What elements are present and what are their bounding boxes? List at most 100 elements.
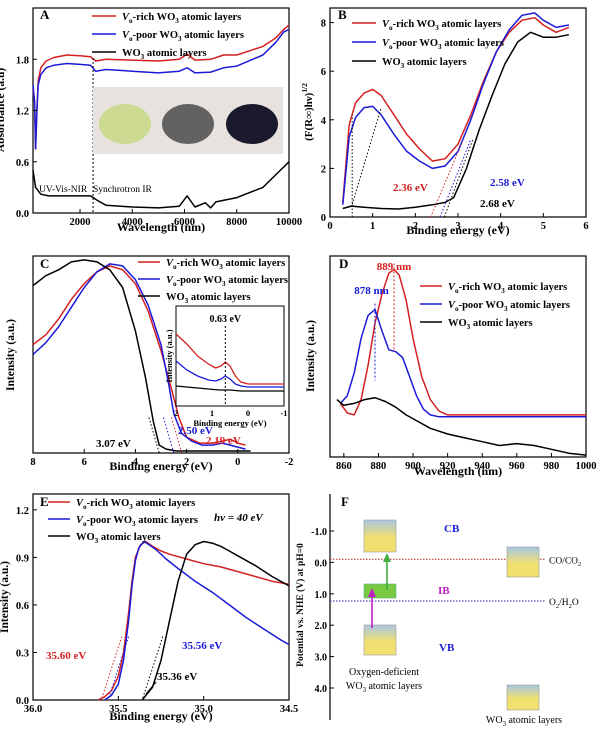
y-tick-label: 2.0 [315,621,328,632]
legend-label-poor: Vo-poor WO3 atomic layers [76,515,198,528]
x-tick-label: 6 [583,221,588,232]
panel-letter: D [339,256,348,271]
legend-label-wo3: WO3 atomic layers [122,48,207,61]
y-tick-label: 4.0 [315,684,328,695]
y-tick-label: 1.8 [16,55,29,66]
x-tick-label: 1 [370,221,375,232]
series-line-vo-poor [342,12,570,205]
x-tick-label: 36.0 [24,704,42,715]
y-tick-label: 6 [321,67,326,78]
x-tick-label: 4000 [122,217,143,228]
x-tick-label: 1000 [576,461,597,472]
annotation-rich: 2.19 eV [206,435,241,447]
panel-letter: C [40,256,49,271]
conduction-band-wo3 [506,546,540,578]
x-tick-label: -2 [285,457,294,468]
x-tick-label: 940 [474,461,490,472]
y-tick-label: 3.0 [315,653,328,664]
tangent-line [171,417,183,454]
tangent-line [163,417,175,454]
y-tick-label: 0.9 [16,553,29,564]
legend-label-rich: Vo-rich WO3 atomic layers [122,12,241,25]
conduction-band-deficient [363,519,397,553]
series-line-vo-poor [339,308,586,418]
legend-label-wo3: WO3 atomic layers [382,57,467,70]
x-tick-label: 4 [133,457,139,468]
x-tick-label: 35.0 [194,704,212,715]
legend-label-wo3: WO3 atomic layers [76,532,161,545]
x-axis-label: Binding energy (eV) [109,709,212,723]
x-tick-label: 960 [509,461,525,472]
inset-y-label: Intensity (a.u.) [164,329,174,382]
series-line-vo-poor [104,540,290,701]
legend-label-rich: Vo-rich WO3 atomic layers [166,258,285,271]
annotation-wo3: 3.07 eV [96,438,131,450]
x-tick-label: 2000 [70,217,91,228]
x-tick-label: 2 [184,457,189,468]
x-tick-label: 860 [336,461,352,472]
inset: 0.63 eV 2 1 0 -1 Binding energy (eV) Intensity… [164,305,288,428]
annotation-wo3: 35.36 eV [157,671,197,683]
photon-energy-label: hν = 40 eV [214,512,264,524]
x-tick-label: 8000 [226,217,247,228]
x-tick-label: 0 [327,221,332,232]
plot-frame [329,255,587,458]
y-tick-label: 0 [321,213,326,224]
x-tick-label: 920 [440,461,456,472]
x-tick-label: 0 [235,457,240,468]
inset-annotation: 0.63 eV [209,314,241,325]
panel-D: 860 880 900 920 940 960 980 1000 Intensity (a.u.… [305,255,597,478]
y-tick-label: 4 [321,116,327,127]
y-tick-label: 0.0 [16,209,29,220]
legend-label-poor: Vo-poor WO3 atomic layers [382,38,504,51]
series-line-vo-poor [32,28,290,150]
tangent-line [107,636,130,701]
legend-label-wo3: WO3 atomic layers [166,292,251,305]
redox-label-co: CO/CO2 [549,556,581,568]
annotation-rich: 889 nm [377,261,412,273]
x-tick-label: 5 [541,221,546,232]
inset-series-vo-rich [175,333,284,385]
y-tick-label: 0.3 [16,648,29,659]
y-tick-label: 0.6 [16,601,29,612]
x-axis-label: Binding energy (eV) [109,459,212,473]
inset-x-tick: 2 [174,408,178,418]
series-line-vo-rich [342,16,570,203]
x-tick-label: 35.5 [109,704,127,715]
annotation-rich: 35.60 eV [46,650,86,662]
y-axis-label: Intensity (a.u.) [305,320,317,392]
inset-frame [175,305,285,407]
tangent-line [439,139,472,218]
y-tick-label: 8 [321,19,326,30]
panel-C: 8 6 4 2 0 -2 Intensity (a.u.) Binding energy (e… [5,255,294,473]
plot-frame [32,493,290,701]
pointer-wo3 [145,681,157,695]
y-tick-label: 0.6 [16,158,29,169]
legend-label-poor: Vo-poor WO3 atomic layers [166,275,288,288]
inset-x-tick: 0 [246,408,250,418]
x-tick-label: 980 [544,461,560,472]
series-line-vo-rich [339,268,586,416]
y-axis-label: Potential vs. NHE (V) at pH=0 [295,543,306,667]
annotation-wo3: 2.68 eV [480,198,515,210]
panel-B: 0 1 2 3 4 5 6 0 2 4 6 8 (F(R∞)hν)1/2 Binding energy (… [300,7,589,237]
x-tick-label: 3 [455,221,460,232]
y-axis-label: Intensity (a.u.) [5,319,17,391]
x-tick-label: 2 [413,221,418,232]
x-tick-label: 34.5 [280,704,298,715]
x-tick-label: 880 [371,461,387,472]
series-line-wo3 [32,161,290,209]
legend-label-rich: Vo-rich WO3 atomic layers [448,282,567,295]
panel-letter: E [40,494,49,509]
panel-letter: F [341,494,349,509]
y-axis-label: (F(R∞)hν)1/2 [300,83,315,141]
x-tick-label: 8 [30,457,35,468]
panel-letter: B [338,7,347,22]
sample-yellow-powder [99,104,151,144]
legend-label-poor: Vo-poor WO3 atomic layers [448,300,570,313]
x-tick-label: 4 [498,221,504,232]
sample-black-powder [226,104,278,144]
y-tick-label: 1.2 [16,107,29,118]
legend-label-poor: Vo-poor WO3 atomic layers [122,30,244,43]
